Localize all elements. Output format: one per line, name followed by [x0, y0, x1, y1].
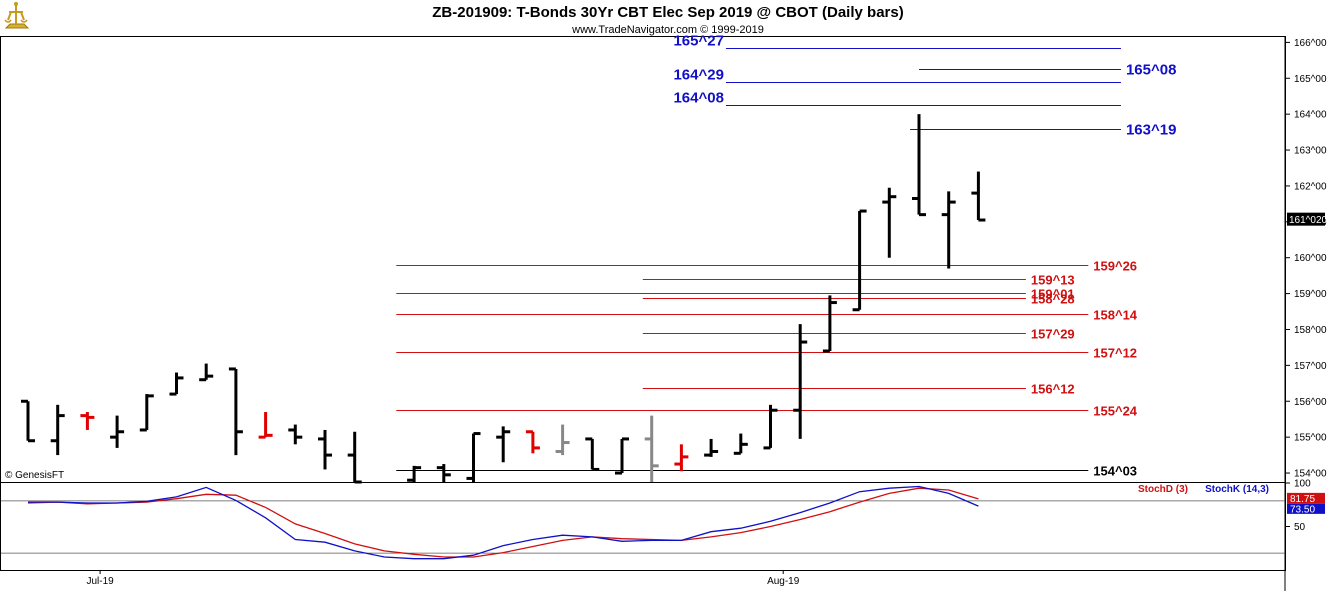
ohlc-bar	[763, 404, 778, 450]
ohlc-bar	[436, 464, 451, 482]
price-axis-label: 160^00	[1294, 253, 1327, 264]
ohlc-bar	[110, 415, 125, 448]
level-label: 156^12	[1031, 382, 1075, 397]
price-bars	[21, 114, 986, 484]
level-label: 157^12	[1093, 346, 1137, 361]
level-label: 154^03	[1093, 464, 1137, 479]
ohlc-bar	[525, 430, 540, 454]
ohlc-bar	[139, 394, 154, 432]
price-axis-label: 158^00	[1294, 325, 1327, 336]
ohlc-bar	[21, 399, 35, 443]
level-label: 159^01	[1031, 287, 1075, 302]
stoch-d-legend: StochD (3)	[1138, 484, 1188, 495]
stoch-axis-label: 100	[1294, 479, 1311, 490]
ohlc-bar	[407, 465, 422, 482]
stoch-d-line	[27, 487, 979, 558]
ohlc-bar	[644, 415, 659, 482]
price-axis-label: 164^00	[1294, 110, 1327, 121]
ohlc-bar	[733, 433, 748, 455]
last-price-label: 161^020	[1289, 215, 1328, 226]
level-label: 158^14	[1093, 308, 1138, 323]
level-label: 159^26	[1093, 259, 1137, 274]
ohlc-bar	[50, 404, 65, 456]
ohlc-bar	[347, 431, 362, 484]
ohlc-bar	[615, 437, 629, 475]
stoch-k-legend: StochK (14,3)	[1205, 484, 1269, 495]
logo-icon	[4, 2, 30, 29]
ohlc-bar	[496, 426, 511, 463]
level-label: 157^29	[1031, 327, 1075, 342]
level-label: 155^24	[1093, 404, 1138, 419]
ohlc-bar	[822, 295, 837, 353]
level-label: 158^28	[1031, 292, 1075, 307]
level-label: 164^29	[673, 67, 723, 84]
last-price-badge	[1287, 212, 1325, 226]
level-label: 159^13	[1031, 273, 1075, 288]
ohlc-bar	[912, 114, 926, 217]
ohlc-bar	[704, 438, 719, 457]
price-axis-label: 154^00	[1294, 469, 1327, 480]
stoch-k-badge	[1287, 503, 1325, 514]
ohlc-bar	[466, 432, 481, 482]
ohlc-bar	[258, 412, 273, 439]
price-axis: 154^00 155^00 156^00 157^00 158^00 159^00 160^…	[1285, 38, 1328, 480]
ohlc-bar	[585, 437, 600, 471]
stoch-k-line	[28, 485, 979, 560]
ohlc-bar	[793, 324, 808, 439]
chart-title: ZB-201909: T-Bonds 30Yr CBT Elec Sep 201…	[432, 4, 903, 21]
price-axis-label: 162^00	[1294, 181, 1327, 192]
chart-subtitle: www.TradeNavigator.com © 1999-2019	[571, 24, 764, 36]
date-axis-label: Jul-19	[86, 576, 114, 587]
level-label: 164^08	[673, 90, 723, 107]
level-label: 165^08	[1126, 62, 1176, 79]
stoch-d-badge	[1287, 492, 1325, 504]
level-label: 165^27	[673, 33, 723, 50]
price-axis-label: 156^00	[1294, 397, 1327, 408]
ohlc-bar	[674, 444, 689, 472]
price-axis-label: 163^00	[1294, 146, 1327, 157]
ohlc-bar	[228, 367, 243, 456]
date-axis-label: Aug-19	[767, 576, 800, 587]
price-axis-label: 165^00	[1294, 74, 1327, 85]
price-axis-label: 155^00	[1294, 433, 1327, 444]
price-axis-label: 159^00	[1294, 289, 1327, 300]
stoch-d-badge-label: 81.75	[1290, 494, 1315, 505]
level-label: 163^19	[1126, 122, 1176, 139]
ohlc-bar	[199, 363, 214, 382]
level-lines: 165^27 164^29 165^08 164^08 163^19 159^26 159^…	[396, 33, 1176, 479]
ohlc-bar	[882, 187, 897, 258]
date-axis: Jul-19 Aug-19	[86, 570, 800, 587]
ohlc-bar	[288, 424, 303, 445]
ohlc-bar	[169, 372, 184, 396]
stoch-axis-label: 50	[1294, 522, 1306, 533]
ohlc-bar	[318, 429, 332, 470]
price-axis-label: 157^00	[1294, 361, 1327, 372]
ohlc-bar	[971, 171, 986, 222]
stoch-k-badge-label: 73.50	[1290, 504, 1315, 515]
ohlc-bar	[80, 412, 95, 430]
price-axis-label: 166^00	[1294, 38, 1327, 49]
ohlc-bar	[941, 191, 956, 269]
ohlc-bar	[555, 424, 570, 456]
ohlc-bar	[852, 209, 867, 312]
watermark-text: © GenesisFT	[5, 470, 64, 481]
